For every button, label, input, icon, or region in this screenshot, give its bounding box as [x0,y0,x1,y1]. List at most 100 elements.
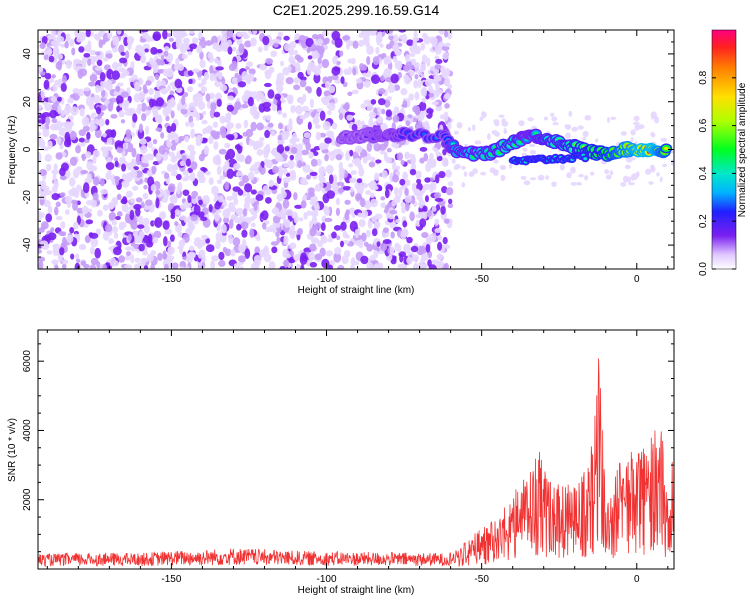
noise-speckle [259,63,267,70]
noise-speckle [589,171,595,176]
noise-speckle [288,258,296,264]
noise-speckle [302,93,307,103]
noise-speckle [429,79,436,84]
noise-speckle [422,87,427,97]
noise-speckle [498,114,505,118]
noise-speckle [406,256,413,265]
noise-speckle [209,72,215,82]
noise-speckle [167,84,172,92]
noise-speckle [59,192,66,197]
noise-speckle [179,204,187,210]
noise-speckle [50,95,57,103]
noise-speckle [138,49,146,57]
noise-speckle [523,180,531,186]
noise-speckle [237,81,247,88]
noise-speckle [152,111,159,118]
noise-speckle [271,207,280,215]
noise-speckle [480,171,487,176]
noise-speckle [345,42,350,50]
noise-speckle [360,209,369,219]
noise-speckle [56,136,62,145]
spectrogram-panel: -150 -100 -50 0 -40 -20 0 20 40 Height of straig… [7,29,675,296]
noise-speckle [198,31,203,40]
noise-speckle [568,110,573,117]
noise-speckle [126,35,134,46]
noise-speckle [312,151,319,157]
noise-speckle [159,211,167,220]
noise-speckle [272,215,281,224]
noise-speckle [432,101,439,106]
noise-speckle [630,129,636,136]
noise-speckle [87,58,92,66]
noise-speckle [219,125,227,135]
noise-speckle [271,104,278,112]
noise-speckle [164,172,170,179]
noise-speckle [192,68,200,73]
noise-speckle [392,115,400,123]
noise-speckle [201,110,207,115]
noise-speckle [213,111,221,118]
noise-speckle [474,140,482,145]
noise-speckle [339,50,344,57]
noise-speckle [256,90,262,96]
noise-speckle [293,49,299,56]
noise-speckle [267,122,274,128]
noise-speckle [100,146,108,152]
noise-speckle [426,57,431,67]
noise-speckle [227,95,234,101]
noise-speckle [90,257,99,266]
noise-speckle [447,84,453,89]
noise-speckle [440,65,446,74]
noise-speckle [111,196,119,207]
noise-speckle [208,135,214,145]
noise-speckle [149,57,154,65]
noise-speckle [88,81,96,87]
x-tick-label: -150 [161,274,181,285]
noise-speckle [224,160,230,168]
noise-speckle [51,259,59,265]
noise-speckle [51,74,56,79]
noise-speckle [64,195,73,204]
noise-speckle [166,68,174,78]
noise-speckle [140,30,149,33]
noise-speckle [247,171,255,181]
noise-speckle [248,139,253,147]
noise-speckle [58,247,65,256]
noise-speckle [321,30,329,37]
noise-speckle [287,64,292,73]
noise-speckle [332,174,338,183]
noise-speckle [433,192,442,199]
noise-speckle [132,113,138,123]
noise-speckle [353,157,362,167]
noise-speckle [78,137,86,143]
noise-speckle [56,35,65,43]
noise-speckle [385,116,393,121]
noise-speckle [309,261,317,268]
noise-speckle [170,170,178,177]
noise-speckle [125,190,133,198]
noise-speckle [109,97,118,103]
noise-speckle [434,218,440,226]
noise-speckle [310,158,318,167]
noise-speckle [230,249,236,257]
noise-speckle [336,148,342,153]
signal-core [583,157,588,161]
noise-speckle [356,178,363,184]
noise-speckle [212,121,219,128]
noise-speckle [379,150,386,155]
noise-speckle [414,107,421,116]
noise-speckle [299,79,307,88]
noise-speckle [247,96,254,107]
noise-speckle [281,168,288,175]
noise-speckle [413,188,421,197]
noise-speckle [151,165,157,175]
noise-speckle [73,188,80,198]
noise-speckle [195,113,201,121]
noise-speckle [139,138,147,145]
noise-speckle [333,252,342,263]
noise-speckle [290,146,298,155]
noise-speckle [369,192,375,199]
noise-speckle [438,30,445,35]
noise-speckle [190,128,196,139]
noise-speckle [72,201,79,211]
